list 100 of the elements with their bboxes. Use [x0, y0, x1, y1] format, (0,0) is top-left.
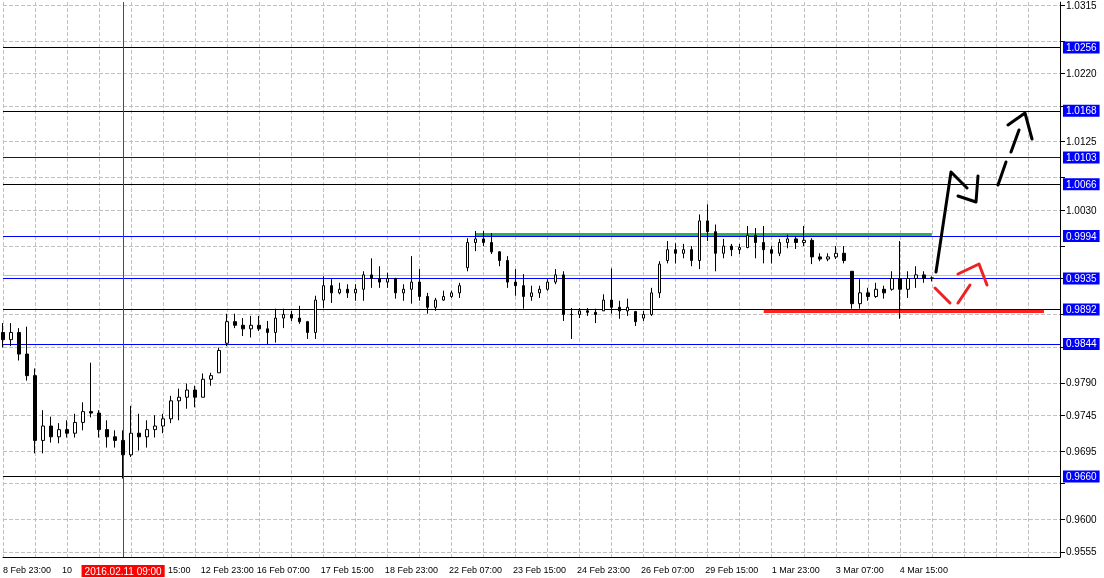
ref-line-label: 1.0168	[1066, 105, 1098, 117]
candlestick	[354, 283, 357, 302]
candlestick	[306, 320, 309, 340]
candlestick	[330, 278, 333, 304]
candlestick	[386, 272, 389, 289]
candlestick	[826, 252, 830, 262]
candlestick	[209, 372, 213, 387]
candlestick	[97, 409, 101, 439]
y-tick-label: 1.0030	[1066, 204, 1098, 216]
candlestick	[346, 283, 349, 299]
candlestick	[25, 326, 29, 382]
candlestick	[225, 313, 229, 347]
candlestick	[185, 383, 189, 410]
x-tick-label: 15:00	[167, 564, 191, 575]
ref-line-label: 1.0103	[1066, 152, 1098, 164]
candlestick	[922, 270, 926, 284]
candlestick	[370, 257, 373, 289]
candlestick	[546, 278, 549, 292]
candlestick	[506, 255, 509, 289]
candlestick	[89, 362, 93, 418]
ref-line-label: 1.0256	[1066, 41, 1098, 53]
candlestick	[738, 243, 741, 255]
candlestick	[842, 245, 846, 264]
candlestick	[145, 419, 149, 449]
candlestick	[786, 234, 789, 249]
x-tick-label: 17 Feb 15:00	[320, 564, 374, 575]
candlestick	[882, 285, 886, 300]
ref-line-label: 0.9935	[1066, 272, 1098, 284]
candlestick	[17, 327, 21, 362]
candlestick	[1, 322, 5, 349]
candlestick	[450, 290, 453, 299]
candlestick	[706, 203, 709, 242]
candlestick	[810, 237, 814, 265]
candlestick	[113, 429, 117, 449]
candlestick	[818, 252, 822, 262]
candlestick	[914, 265, 918, 289]
ref-line-label: 0.9994	[1066, 230, 1098, 242]
candlestick	[161, 413, 165, 434]
x-tick-label: 1 Mar 23:00	[771, 564, 820, 575]
y-tick-label: 1.0220	[1066, 67, 1098, 79]
candlestick	[930, 275, 934, 282]
candlestick	[770, 245, 773, 264]
candlestick	[137, 413, 141, 451]
y-tick-label: 0.9695	[1066, 445, 1098, 457]
candlestick	[249, 315, 253, 338]
y-tick-label: 1.0315	[1066, 0, 1098, 11]
candlestick	[866, 287, 870, 302]
x-tick-label: 22 Feb 07:00	[448, 564, 502, 575]
x-tick-label: 24 Feb 23:00	[577, 564, 631, 575]
candlestick	[498, 250, 501, 267]
candlestick	[49, 416, 53, 444]
x-tick-label: 29 Feb 15:00	[705, 564, 759, 575]
candlestick	[129, 405, 133, 458]
candlestick	[834, 245, 838, 260]
candlestick	[514, 268, 517, 297]
candlestick	[201, 372, 205, 398]
candlestick	[722, 238, 725, 259]
x-tick-label: 12 Feb 23:00	[200, 564, 254, 575]
candlestick	[362, 270, 365, 302]
candlestick	[153, 414, 157, 439]
y-tick-label: 1.0125	[1066, 136, 1098, 148]
candlestick	[73, 413, 77, 439]
candlestick	[674, 242, 677, 264]
candlestick	[193, 385, 197, 408]
candlestick	[778, 238, 781, 257]
candlestick	[378, 265, 381, 289]
candlestick	[794, 235, 798, 250]
ref-line-label: 1.0066	[1066, 178, 1098, 190]
x-tick-label: 2016.02.11 09:00	[84, 565, 163, 577]
candlestick	[338, 282, 341, 295]
candlestick	[57, 422, 61, 444]
candlestick	[105, 419, 109, 449]
candlestick	[802, 225, 806, 247]
candlestick	[874, 282, 878, 299]
candlestick	[466, 237, 469, 272]
candlestick	[41, 409, 45, 454]
candlestick	[530, 285, 533, 302]
candlestick	[81, 401, 85, 431]
candlestick	[906, 270, 910, 299]
ref-line-label: 0.9892	[1066, 303, 1098, 315]
y-tick-label: 0.9745	[1066, 409, 1098, 421]
x-tick-label: 10	[62, 564, 73, 575]
candlestick	[490, 232, 493, 255]
candlestick	[257, 315, 261, 332]
candlestick	[690, 245, 693, 267]
x-tick-label: 26 Feb 07:00	[641, 564, 695, 575]
candlestick	[658, 260, 661, 299]
candlestick	[538, 285, 541, 299]
candlestick	[458, 282, 461, 299]
candlestick	[169, 395, 173, 424]
y-tick-label: 0.9600	[1066, 514, 1098, 526]
candlestick	[714, 224, 717, 272]
candlestick	[266, 320, 269, 345]
candlestick	[177, 388, 181, 421]
candlestick	[682, 243, 685, 259]
candlestick	[666, 240, 669, 264]
candlestick	[482, 230, 485, 247]
y-tick-label: 0.9555	[1066, 546, 1098, 558]
candlestick	[730, 243, 733, 257]
candlestick	[746, 225, 749, 249]
